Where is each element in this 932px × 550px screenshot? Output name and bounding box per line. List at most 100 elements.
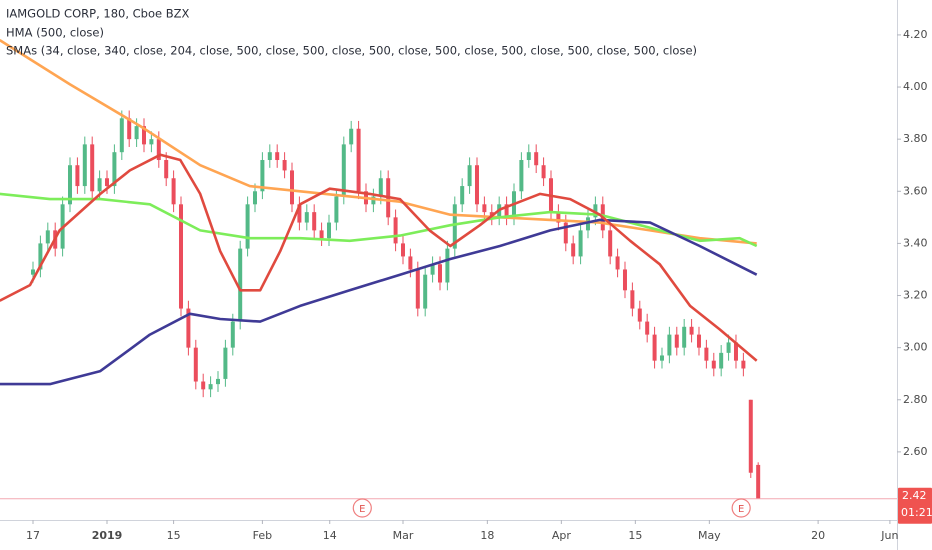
indicator-line — [0, 39, 757, 245]
candle-body — [312, 212, 317, 231]
candle-body — [275, 152, 280, 161]
countdown: 01:21 — [901, 506, 932, 519]
earnings-marker — [352, 498, 372, 518]
candle-body — [630, 290, 635, 309]
candle-body — [349, 128, 354, 145]
indicator-label: SMAs (34, close, 340, close, 204, close,… — [6, 44, 697, 58]
candle-body — [326, 222, 331, 239]
candle-body — [319, 230, 324, 239]
candle-body — [659, 355, 664, 361]
candle-body — [682, 326, 687, 348]
candle-body — [260, 160, 265, 192]
candle-body — [400, 243, 405, 257]
candle-body — [119, 118, 124, 153]
candle-body — [282, 160, 287, 171]
y-tick-label: 4.20 — [903, 28, 928, 41]
y-tick-label: 3.20 — [903, 289, 928, 302]
candle-body — [75, 165, 80, 187]
candle-body — [696, 334, 701, 348]
candle-body — [267, 152, 272, 161]
candle-body — [608, 230, 613, 257]
candle-body — [519, 160, 524, 192]
candle-body — [208, 384, 213, 390]
candle-body — [371, 196, 376, 205]
candle-body — [474, 165, 479, 205]
y-tick-label: 2.80 — [903, 393, 928, 406]
x-tick-label: 20 — [811, 529, 825, 542]
candle-body — [149, 139, 154, 145]
x-tick-label: Feb — [253, 529, 272, 542]
candle-body — [726, 342, 731, 353]
last-price-label: 2.42 — [902, 489, 927, 502]
candle-body — [415, 269, 420, 309]
candle-body — [164, 160, 169, 179]
candle-body — [541, 165, 546, 179]
candle-body — [645, 321, 650, 335]
y-tick-label: 4.00 — [903, 80, 928, 93]
candle-body — [105, 178, 110, 187]
candle-body — [356, 128, 361, 192]
x-tick-label: 18 — [480, 529, 494, 542]
candle-body — [223, 347, 228, 379]
candle-body — [68, 165, 73, 205]
candle-body — [97, 178, 102, 192]
candle-body — [127, 118, 132, 140]
candle-body — [378, 178, 383, 197]
candle-body — [134, 126, 139, 140]
candle-body — [156, 139, 161, 161]
last-price-box — [898, 487, 932, 524]
candle-body — [45, 230, 50, 244]
x-tick-label: 17 — [26, 529, 40, 542]
candle-body — [526, 152, 531, 161]
candle-body — [186, 308, 191, 348]
y-tick-label: 3.00 — [903, 341, 928, 354]
candle-body — [482, 204, 487, 213]
candle-body — [252, 191, 257, 205]
y-tick-label: 3.40 — [903, 236, 928, 249]
candle-body — [289, 170, 294, 205]
candle-body — [741, 360, 746, 369]
candle-body — [571, 243, 576, 257]
candle-body — [393, 217, 398, 244]
candle-body — [112, 152, 117, 187]
candle-body — [341, 144, 346, 197]
indicator-line — [0, 153, 758, 362]
candle-body — [585, 217, 590, 231]
candle-body — [31, 269, 36, 275]
x-tick-label: 14 — [323, 529, 337, 542]
candle-body — [201, 381, 206, 390]
indicator-label: HMA (500, close) — [6, 26, 104, 40]
x-tick-label: 15 — [167, 529, 181, 542]
candle-body — [689, 326, 694, 335]
candle-body — [593, 204, 598, 218]
candle-body — [622, 269, 627, 291]
candle-body — [430, 264, 435, 275]
x-tick-label: Apr — [552, 529, 572, 542]
candle-body — [460, 186, 465, 205]
candle-body — [556, 212, 561, 223]
candle-body — [193, 347, 198, 382]
candle-body — [215, 378, 220, 385]
candle-body — [674, 334, 679, 348]
candle-body — [141, 126, 146, 145]
candle-body — [297, 204, 302, 223]
earnings-marker — [731, 498, 751, 518]
earnings-label: E — [738, 504, 744, 515]
indicator-line — [0, 192, 758, 248]
candle-body — [334, 196, 339, 223]
candle-body — [82, 144, 87, 187]
candle-body — [711, 360, 716, 369]
earnings-label: E — [359, 504, 365, 515]
candle-body — [615, 256, 620, 270]
candle-body — [245, 204, 250, 249]
candle-body — [304, 212, 309, 223]
candle-body — [652, 334, 657, 361]
candle-body — [637, 308, 642, 322]
y-tick-label: 3.60 — [903, 184, 928, 197]
candle-body — [452, 204, 457, 249]
candle-body — [178, 204, 183, 309]
candle-body — [437, 264, 442, 283]
candle-body — [467, 165, 472, 187]
candle-body — [38, 243, 43, 270]
